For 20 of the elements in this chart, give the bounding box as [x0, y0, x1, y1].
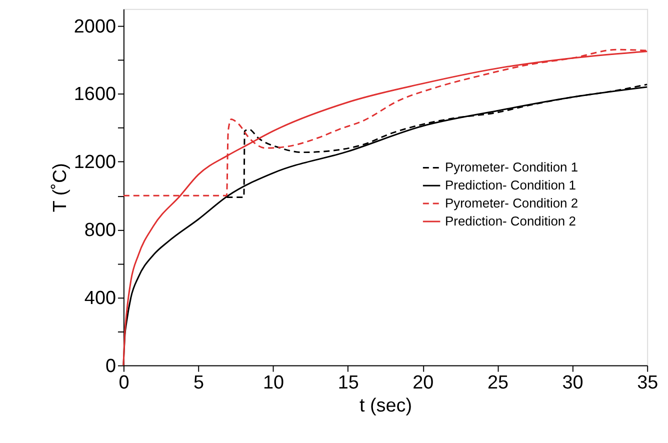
y-tick-label: 800	[84, 220, 116, 242]
y-axis-title: T (˚C)	[50, 163, 71, 212]
y-tick-label: 1200	[74, 152, 116, 174]
legend-label: Prediction- Condition 2	[445, 213, 576, 228]
x-tick-label: 25	[487, 372, 508, 394]
x-tick-label: 5	[193, 372, 204, 394]
legend-label: Prediction- Condition 1	[445, 178, 576, 193]
x-tick-label: 10	[263, 372, 284, 394]
x-tick-label: 15	[338, 372, 359, 394]
x-tick-label: 35	[637, 372, 658, 394]
y-tick-label: 1600	[74, 84, 116, 106]
x-axis-title: t (sec)	[360, 396, 412, 417]
x-tick-label: 30	[562, 372, 584, 394]
legend-label: Pyrometer- Condition 1	[445, 160, 578, 175]
y-tick-label: 0	[105, 356, 116, 377]
y-tick-label: 2000	[74, 16, 116, 38]
legend-label: Pyrometer- Condition 2	[445, 196, 578, 211]
y-tick-label: 400	[84, 288, 116, 309]
x-tick-label: 0	[118, 372, 130, 394]
x-tick-label: 20	[412, 372, 434, 394]
